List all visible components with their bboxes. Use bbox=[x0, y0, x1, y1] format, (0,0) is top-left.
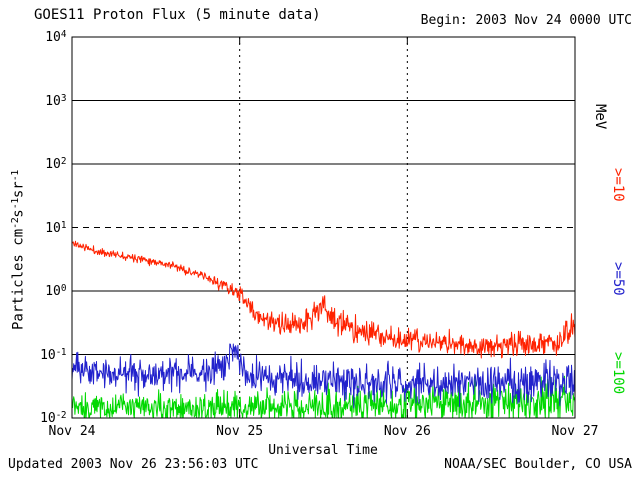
mev-units-label: MeV bbox=[592, 104, 608, 130]
y-tick-label-10e-1: 10-1 bbox=[40, 346, 66, 363]
series-protons-ge-10mev bbox=[71, 240, 576, 359]
y-tick-label-10e2: 102 bbox=[45, 155, 66, 173]
y-axis-label: Particles cm-2s-1sr-1 bbox=[10, 170, 27, 330]
source-attribution: NOAA/SEC Boulder, CO USA bbox=[444, 457, 632, 472]
chart-title: GOES11 Proton Flux (5 minute data) bbox=[34, 7, 321, 23]
y-tick-label-10e4: 104 bbox=[45, 28, 66, 46]
y-tick-label-10e3: 103 bbox=[45, 92, 66, 109]
x-tick-label-nov-25: Nov 25 bbox=[216, 424, 264, 439]
plot-frame bbox=[71, 36, 576, 419]
begin-time-label: Begin: 2003 Nov 24 0000 UTC bbox=[420, 13, 632, 28]
series-label-ge50: >=50 bbox=[610, 262, 626, 296]
series-label-ge10: >=10 bbox=[610, 168, 626, 202]
y-axis-label-sup: -1 bbox=[10, 198, 21, 210]
series-label-ge100: >=100 bbox=[610, 352, 626, 395]
y-tick-label-10e1: 101 bbox=[45, 219, 66, 236]
x-tick-label-nov-24: Nov 24 bbox=[48, 424, 96, 439]
x-tick-label-nov-27: Nov 27 bbox=[551, 424, 599, 439]
y-axis-label-text: s bbox=[10, 209, 27, 218]
y-axis-label-text: sr bbox=[10, 181, 27, 199]
y-axis-label-sup: -1 bbox=[10, 170, 21, 182]
y-axis-label-text: Particles cm bbox=[10, 228, 27, 330]
updated-timestamp: Updated 2003 Nov 26 23:56:03 UTC bbox=[8, 457, 259, 472]
y-axis-label-sup: -2 bbox=[10, 217, 21, 229]
x-axis-label: Universal Time bbox=[268, 443, 378, 458]
x-tick-label-nov-26: Nov 26 bbox=[383, 424, 431, 439]
y-tick-label-10e0: 100 bbox=[45, 282, 66, 300]
y-tick-label-10e-2: 10-2 bbox=[40, 409, 66, 427]
series-protons-ge-50mev bbox=[71, 343, 576, 409]
